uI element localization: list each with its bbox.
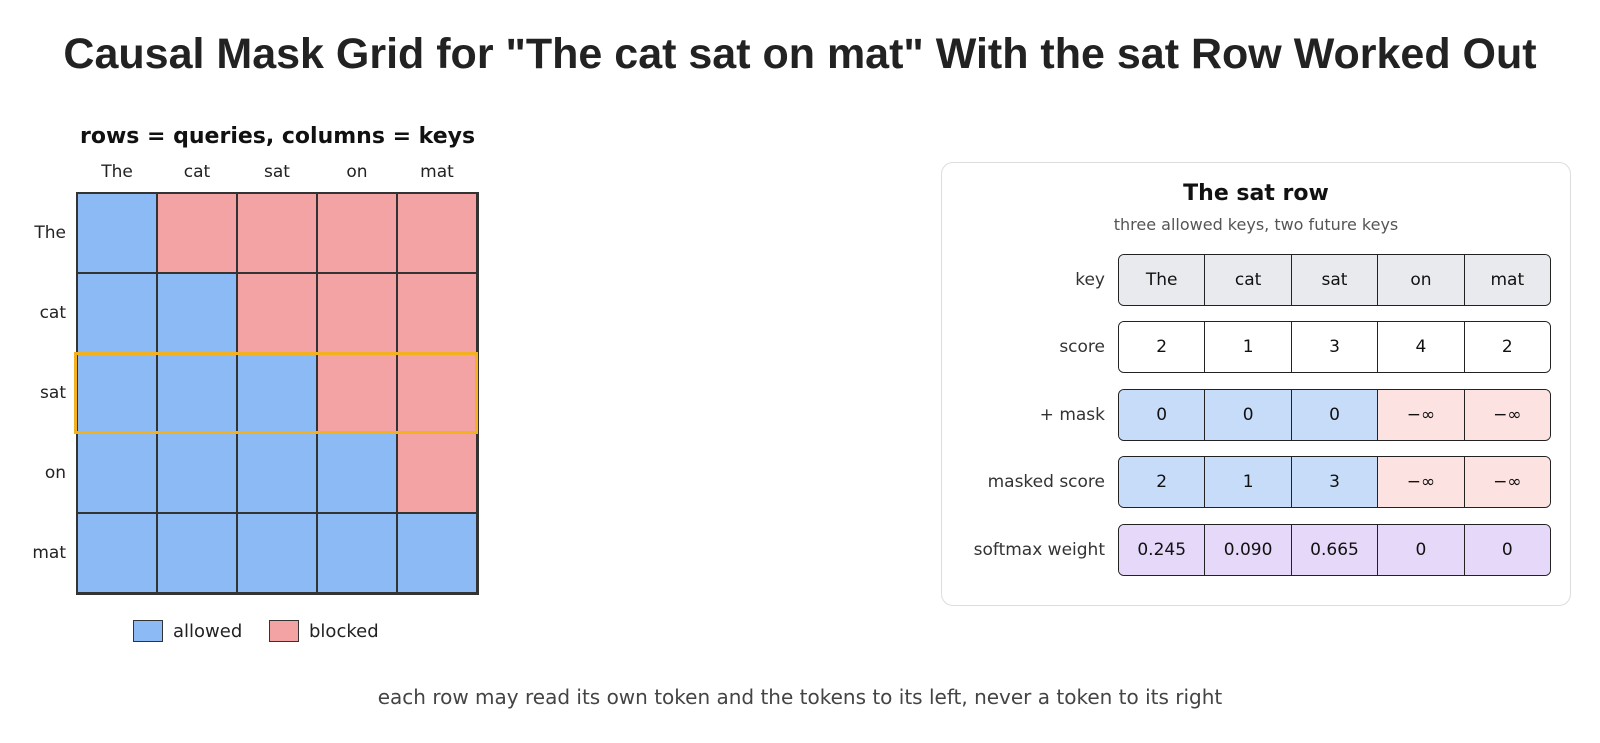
mask-cell-allowed <box>77 193 157 273</box>
sat-row-panel: The sat row three allowed keys, two futu… <box>941 162 1571 606</box>
row-label: The <box>34 223 66 243</box>
row-label: on <box>44 463 66 483</box>
mask-cell-allowed <box>157 433 237 513</box>
panel-cell: 2 <box>1464 322 1550 372</box>
panel-subtitle: three allowed keys, two future keys <box>1113 215 1399 234</box>
mask-cell-blocked <box>397 193 477 273</box>
panel-row-label: score <box>1059 337 1105 357</box>
panel-cell: −∞ <box>1378 390 1465 440</box>
mask-cell-blocked <box>397 433 477 513</box>
panel-title: The sat row <box>1183 181 1329 206</box>
panel-cell: 0 <box>1464 525 1550 575</box>
column-label: mat <box>420 162 454 182</box>
row-label: sat <box>40 383 66 403</box>
panel-cell: sat <box>1291 255 1379 305</box>
panel-row: softmax weight 0.245 0.090 0.665 0 0 <box>942 524 1572 576</box>
column-label: cat <box>183 162 211 182</box>
panel-cell: mat <box>1464 255 1550 305</box>
panel-row-cells: 0.245 0.090 0.665 0 0 <box>1118 524 1551 576</box>
legend-blocked: blocked <box>269 620 379 642</box>
panel-cell: on <box>1378 255 1465 305</box>
panel-cell: 1 <box>1205 457 1292 507</box>
panel-row-cells: 2 1 3 −∞ −∞ <box>1118 456 1551 508</box>
mask-cell-blocked <box>317 193 397 273</box>
mask-cell-allowed <box>317 433 397 513</box>
mask-cell-blocked <box>157 193 237 273</box>
panel-row: key The cat sat on mat <box>942 254 1572 306</box>
panel-row-label: key <box>1075 270 1105 290</box>
mask-cell-allowed <box>237 513 317 593</box>
mask-cell-blocked <box>237 273 317 353</box>
panel-cell: 2 <box>1119 457 1206 507</box>
panel-cell: cat <box>1205 255 1292 305</box>
mask-cell-allowed <box>77 353 157 433</box>
panel-cell: −∞ <box>1464 457 1550 507</box>
mask-cell-allowed <box>237 433 317 513</box>
blocked-swatch <box>269 620 299 642</box>
grid-caption: rows = queries, columns = keys <box>80 124 476 149</box>
column-label: The <box>101 162 133 182</box>
panel-cell: 0 <box>1291 390 1379 440</box>
mask-cell-allowed <box>157 353 237 433</box>
allowed-swatch <box>133 620 163 642</box>
panel-row-label: softmax weight <box>973 540 1105 560</box>
panel-cell: 0.090 <box>1205 525 1292 575</box>
panel-cell: 0 <box>1205 390 1292 440</box>
panel-cell: 2 <box>1119 322 1206 372</box>
row-label: cat <box>39 303 66 323</box>
panel-cell: 4 <box>1378 322 1465 372</box>
mask-cell-blocked <box>397 353 477 433</box>
page-title: Causal Mask Grid for "The cat sat on mat… <box>63 30 1537 78</box>
column-label: on <box>346 162 368 182</box>
panel-row-label: + mask <box>1039 405 1105 425</box>
panel-row-cells: The cat sat on mat <box>1118 254 1551 306</box>
mask-cell-blocked <box>397 273 477 353</box>
panel-cell: The <box>1119 255 1206 305</box>
mask-cell-allowed <box>77 273 157 353</box>
panel-cell: −∞ <box>1378 457 1465 507</box>
mask-cell-blocked <box>317 273 397 353</box>
panel-cell: 0.245 <box>1119 525 1206 575</box>
panel-cell: 0 <box>1378 525 1465 575</box>
panel-row: masked score 2 1 3 −∞ −∞ <box>942 456 1572 508</box>
row-label: mat <box>32 543 66 563</box>
footer-note: each row may read its own token and the … <box>377 685 1223 709</box>
column-label: sat <box>264 162 290 182</box>
panel-cell: 3 <box>1291 457 1379 507</box>
mask-cell-allowed <box>397 513 477 593</box>
causal-mask-grid <box>76 192 479 595</box>
panel-row: score 2 1 3 4 2 <box>942 321 1572 373</box>
mask-cell-blocked <box>317 353 397 433</box>
panel-cell: 0 <box>1119 390 1206 440</box>
panel-row-label: masked score <box>987 472 1105 492</box>
panel-row-cells: 0 0 0 −∞ −∞ <box>1118 389 1551 441</box>
mask-cell-allowed <box>157 273 237 353</box>
panel-cell: −∞ <box>1464 390 1550 440</box>
panel-cell: 1 <box>1205 322 1292 372</box>
legend-blocked-label: blocked <box>309 620 379 642</box>
mask-cell-allowed <box>157 513 237 593</box>
mask-cell-blocked <box>237 193 317 273</box>
legend-allowed-label: allowed <box>173 620 243 642</box>
mask-cell-allowed <box>237 353 317 433</box>
mask-cell-allowed <box>77 513 157 593</box>
panel-row: + mask 0 0 0 −∞ −∞ <box>942 389 1572 441</box>
mask-cell-allowed <box>77 433 157 513</box>
mask-cell-allowed <box>317 513 397 593</box>
panel-cell: 0.665 <box>1291 525 1379 575</box>
legend-allowed: allowed <box>133 620 242 642</box>
panel-cell: 3 <box>1291 322 1379 372</box>
